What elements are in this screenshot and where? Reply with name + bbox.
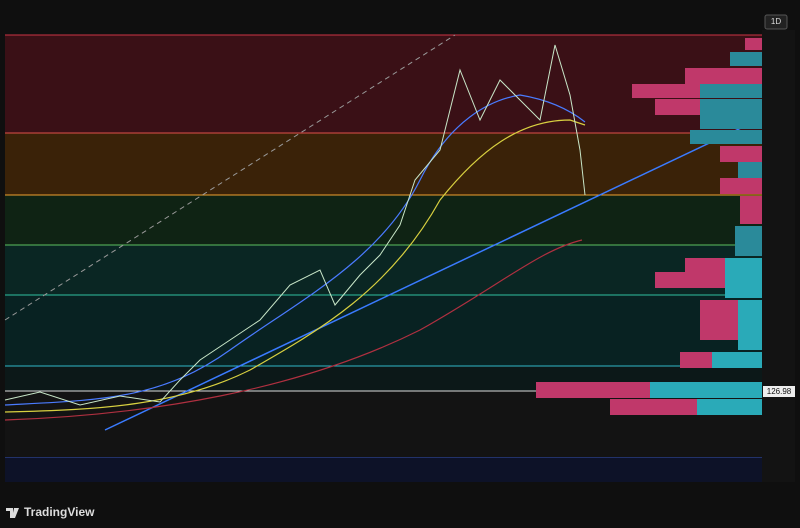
price-path xyxy=(4,44,586,406)
price-axis xyxy=(762,30,795,482)
dashed-trendline xyxy=(4,34,456,321)
price-marker-label: 126.98 xyxy=(767,387,792,396)
moving-averages xyxy=(4,94,586,421)
level-lines xyxy=(5,34,762,459)
interval-label[interactable]: 1D xyxy=(771,17,781,26)
price-marker xyxy=(763,386,795,397)
interval-button[interactable] xyxy=(764,14,788,30)
zone-dark-teal xyxy=(5,295,762,366)
trendline xyxy=(104,117,763,431)
footer xyxy=(0,500,800,528)
brand-logo xyxy=(6,508,19,518)
zone-green xyxy=(5,195,762,245)
zone-orange xyxy=(5,133,762,195)
brand: TradingView xyxy=(24,505,95,519)
zone-teal xyxy=(5,245,762,295)
events-strip xyxy=(5,458,762,482)
volume-profile xyxy=(536,38,762,415)
